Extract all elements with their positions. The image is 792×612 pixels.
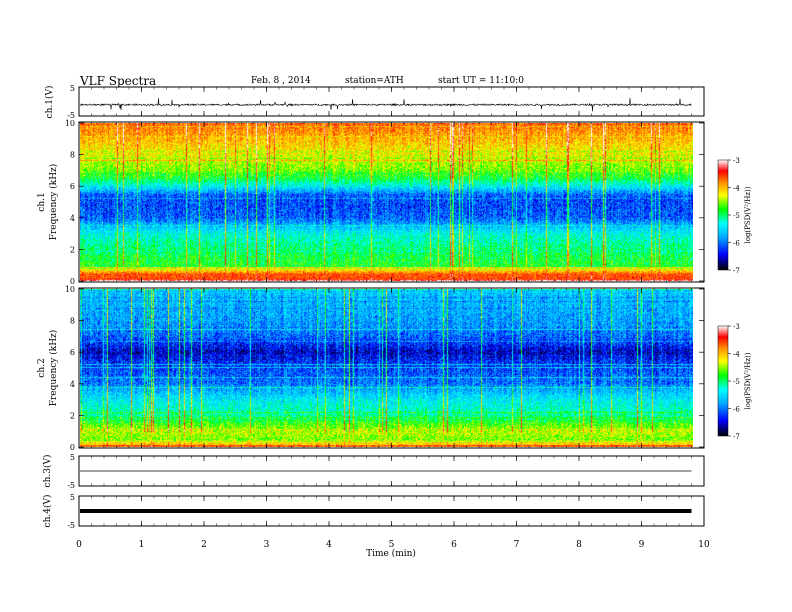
ch1-spectrogram-ylabel-2: Frequency (kHz) [48, 164, 59, 241]
time-tick-label: 8 [576, 540, 582, 550]
time-tick-label: 0 [76, 540, 82, 550]
colorbar-tick-label: -3 [733, 323, 740, 331]
ch1-spectrogram-ylabel-1: ch.1 [37, 192, 47, 211]
colorbar-tick-label: -5 [733, 378, 740, 386]
colorbar-tick-label: -4 [733, 185, 740, 193]
date-label: Feb. 8 , 2014 [251, 76, 311, 86]
ch4-waveform-trace: 5 -5 [67, 493, 692, 530]
freq-tick-label: 8 [70, 317, 75, 326]
freq-tick-label: 0 [70, 277, 75, 286]
freq-tick-label: 6 [70, 348, 75, 357]
time-tick-label: 10 [698, 540, 710, 550]
time-tick-label: 1 [139, 540, 145, 550]
freq-tick-label: 4 [70, 214, 75, 223]
freq-tick-label: 6 [70, 182, 75, 191]
freq-tick-label: 2 [70, 245, 75, 254]
voltage-tick-label: -5 [67, 521, 75, 530]
colorbar-tick-label: -6 [733, 406, 740, 414]
colorbar-tick-label: -3 [733, 157, 740, 165]
ch2-spectrogram-ylabel-1: ch.2 [37, 358, 47, 377]
station-label: station=ATH [345, 76, 404, 86]
freq-tick-label: 8 [70, 151, 75, 160]
ch1-colorbar-label: log(PSD(V²/Hz)) [744, 186, 752, 243]
voltage-tick-label: 5 [70, 84, 75, 93]
colorbar-tick-label: -5 [733, 212, 740, 220]
time-tick-label: 2 [201, 540, 207, 550]
ch3-waveform-trace: 5 -5 [67, 453, 692, 490]
colorbar-tick-label: -4 [733, 351, 740, 359]
waveform-line [79, 97, 692, 112]
voltage-tick-label: 5 [70, 493, 75, 502]
freq-tick-label: 4 [70, 380, 75, 389]
colorbar-tick-label: -6 [733, 240, 740, 248]
ch2-colorbar-label: log(PSD(V²/Hz)) [744, 352, 752, 409]
time-tick-label: 3 [264, 540, 270, 550]
freq-tick-label: 10 [65, 285, 75, 294]
colorbar-tick-label: -7 [733, 433, 740, 441]
ch2-spectrogram-ylabel-2: Frequency (kHz) [48, 330, 59, 407]
voltage-tick-label: -5 [67, 111, 75, 120]
time-tick-label: 6 [451, 540, 457, 550]
ch1-spectrogram: 0 2 4 6 8 10 [65, 119, 704, 286]
freq-tick-label: 2 [70, 411, 75, 420]
voltage-tick-label: -5 [67, 481, 75, 490]
start-time-label: start UT = 11:10:0 [438, 76, 524, 86]
colorbar-ticks: -3 -4 -5 -6 -7 -3 -4 -5 -6 -7 [728, 157, 740, 441]
plot-title: VLF Spectra [80, 74, 157, 88]
freq-tick-label: 10 [65, 119, 75, 128]
time-tick-label: 4 [326, 540, 332, 550]
ch2-colorbar [717, 325, 729, 437]
ch3-waveform-ylabel: ch.3(V) [42, 455, 53, 488]
time-tick-label: 5 [389, 540, 395, 550]
ch4-waveform-ylabel: ch.4(V) [42, 495, 53, 528]
ch2-spectrogram: 0 2 4 6 8 10 [65, 285, 704, 452]
freq-tick-label: 0 [70, 443, 75, 452]
time-tick-label: 7 [514, 540, 520, 550]
ch1-waveform-trace: 5 -5 [67, 84, 692, 120]
x-axis-label: Time (min) [366, 548, 416, 559]
axis-ticks: 0 1 2 3 4 5 6 7 8 9 10 [76, 87, 710, 550]
ch1-colorbar [717, 159, 729, 271]
voltage-tick-label: 5 [70, 453, 75, 462]
ch1-waveform-ylabel: ch.1(V) [44, 86, 55, 119]
colorbar-tick-label: -7 [733, 267, 740, 275]
time-tick-label: 9 [639, 540, 645, 550]
